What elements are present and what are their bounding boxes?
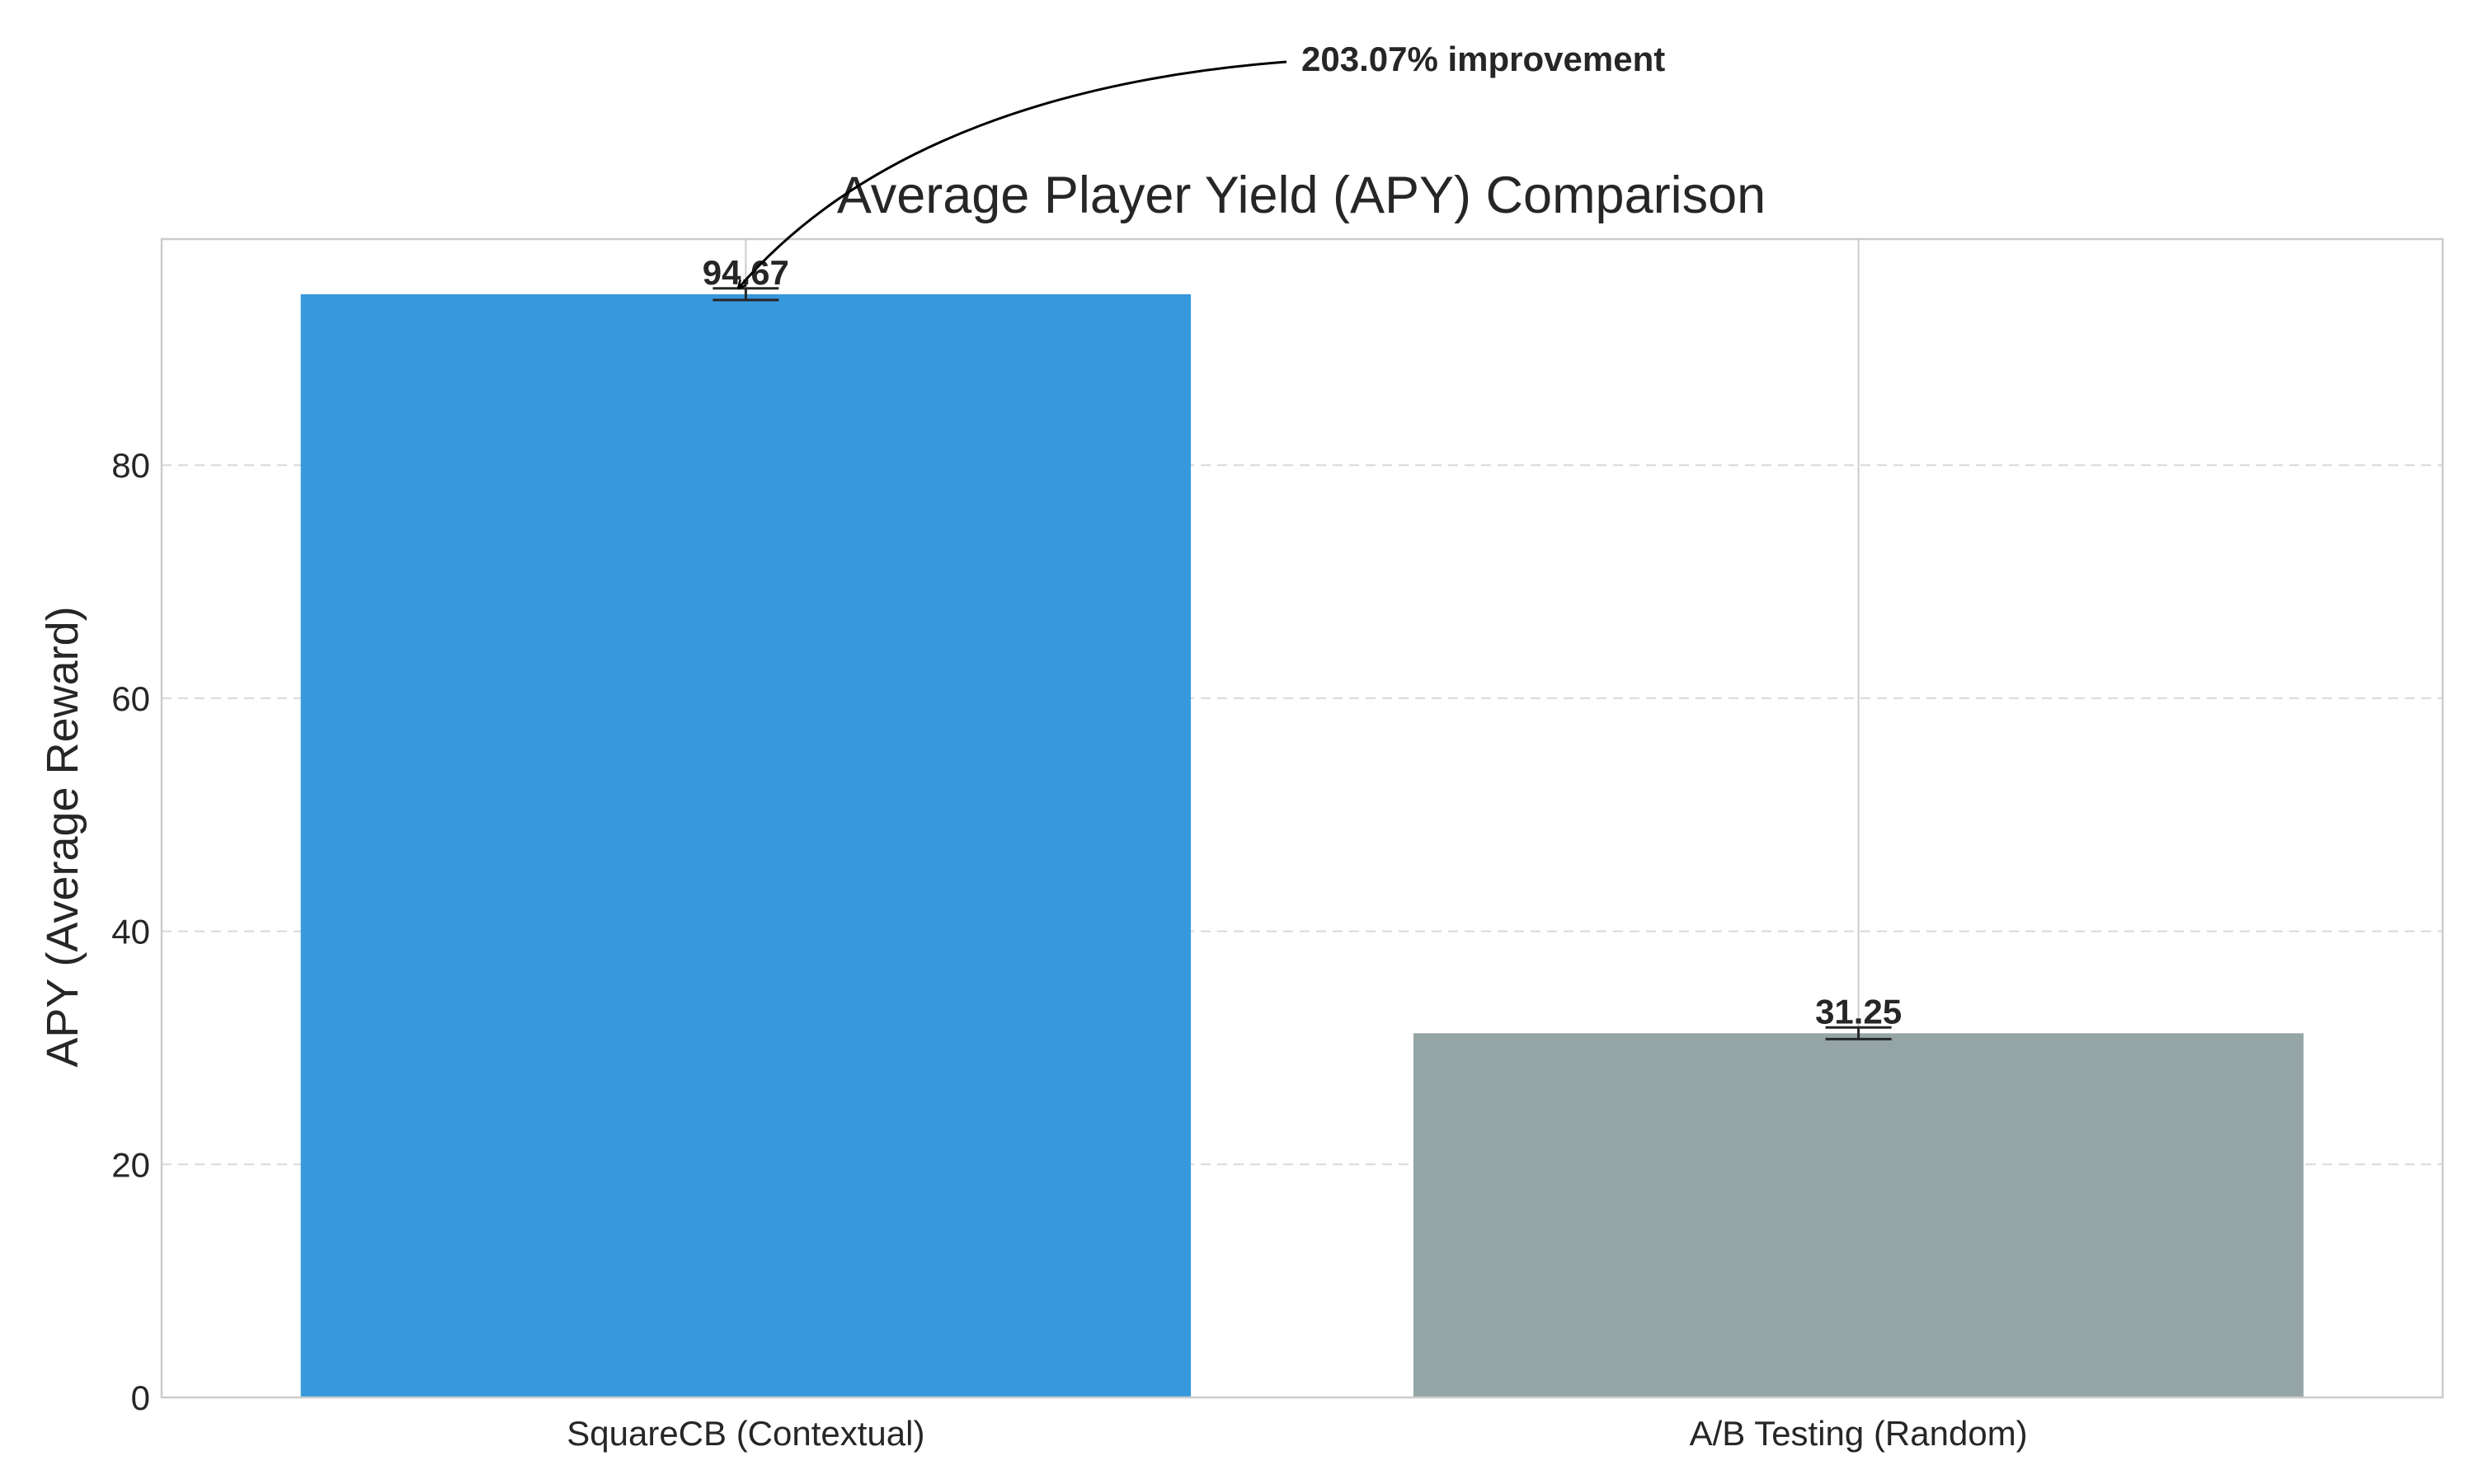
x-tick-label: SquareCB (Contextual): [567, 1414, 924, 1453]
y-tick-label: 0: [131, 1378, 150, 1417]
y-tick-label: 80: [111, 446, 150, 485]
bar: [300, 294, 1192, 1397]
annotation-label: 203.07% improvement: [1301, 40, 1665, 78]
data-label: 94.67: [703, 253, 789, 292]
y-tick-label: 60: [111, 679, 150, 718]
annotation-arrow: [738, 60, 1287, 289]
plot-frame: [160, 237, 2444, 1399]
y-tick-label: 40: [111, 913, 150, 951]
bar: [1413, 1033, 2304, 1397]
y-tick-label: 20: [111, 1145, 150, 1184]
data-label: 31.25: [1815, 992, 1902, 1031]
bars: [300, 287, 2304, 1397]
x-tick-label: A/B Testing (Random): [1690, 1414, 2028, 1453]
y-axis-title: APY (Average Reward): [38, 606, 87, 1067]
axes: [160, 237, 2444, 1399]
chart-title: Average Player Yield (APY) Comparison: [837, 167, 1766, 224]
